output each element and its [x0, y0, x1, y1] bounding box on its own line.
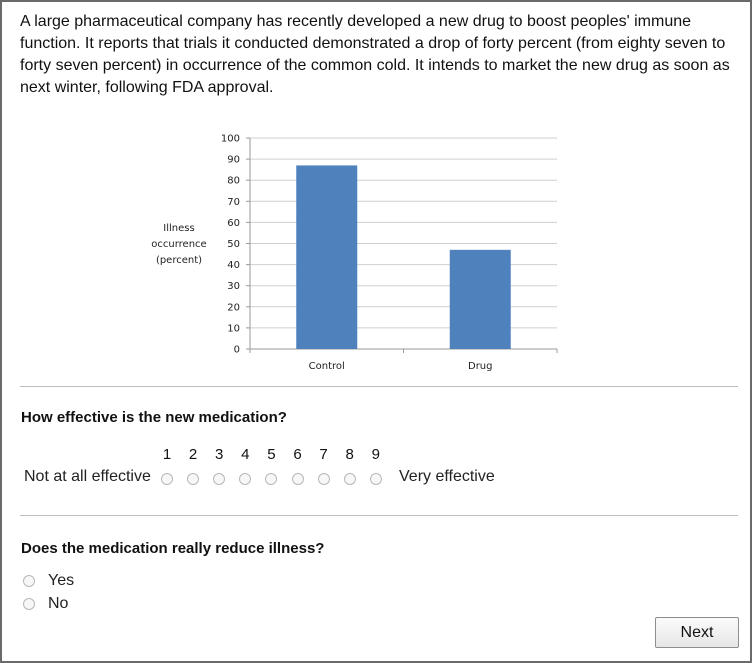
option-yes-label[interactable]: Yes	[48, 572, 75, 589]
y-tick-label-50: 50	[227, 239, 240, 250]
radio-yes[interactable]	[23, 575, 35, 587]
y-tick-label-10: 10	[227, 323, 240, 334]
y-axis-label-line-1: Illness	[163, 223, 194, 234]
x-tick-label-control: Control	[309, 361, 345, 372]
scale-left-label: Not at all effective	[24, 468, 151, 485]
scale-number-2: 2	[188, 446, 198, 463]
scale-number-3: 3	[215, 446, 224, 463]
y-tick-label-40: 40	[227, 260, 240, 271]
scale-number-7: 7	[319, 446, 328, 463]
scale-radio-7[interactable]	[317, 473, 330, 485]
question-reduce-illness: Does the medication really reduce illnes…	[21, 540, 325, 557]
scale-number-1: 1	[162, 446, 172, 463]
scenario-text: A large pharmaceutical company has recen…	[20, 13, 730, 96]
next-button[interactable]: Next	[655, 617, 739, 648]
scale-radio-4[interactable]	[239, 473, 252, 485]
y-tick-label-30: 30	[227, 281, 240, 292]
scale-number-9: 9	[371, 446, 380, 463]
y-axis-label-line-3: (percent)	[156, 255, 202, 266]
scale-radio-8[interactable]	[343, 473, 356, 485]
x-tick-label-drug: Drug	[468, 361, 493, 372]
scale-number-4: 4	[241, 446, 250, 463]
radio-no[interactable]	[23, 598, 35, 610]
scale-radio-6[interactable]	[291, 473, 304, 485]
scale-radio-3[interactable]	[213, 473, 226, 485]
divider-top	[20, 386, 738, 387]
scale-radio-2[interactable]	[187, 473, 200, 485]
bar-chart: 0 10 20 30 40 50 60 70 80 90 100 Control Drug Illness…	[142, 127, 582, 377]
scale-radio-9[interactable]	[369, 473, 382, 485]
option-no-label[interactable]: No	[48, 595, 69, 612]
y-tick-label-0: 0	[234, 345, 240, 356]
y-axis-label-line-2: occurrence	[151, 239, 206, 250]
bar-control	[296, 165, 358, 349]
scale-radio-5[interactable]	[265, 473, 278, 485]
scale-radio-1[interactable]	[161, 473, 173, 485]
question-effectiveness: How effective is the new medication?	[21, 409, 287, 426]
divider-middle	[20, 515, 738, 516]
chart-svg: 0 10 20 30 40 50 60 70 80 90 100 Control Drug Illness…	[151, 134, 558, 372]
scale-number-5: 5	[267, 446, 276, 463]
scale-number-6: 6	[293, 446, 302, 463]
scale-number-8: 8	[345, 446, 354, 463]
y-tick-label-90: 90	[227, 155, 240, 166]
y-tick-label-60: 60	[227, 218, 240, 229]
y-tick-label-20: 20	[227, 302, 240, 313]
y-tick-label-70: 70	[227, 197, 240, 208]
y-tick-label-80: 80	[227, 176, 240, 187]
y-tick-label-100: 100	[221, 134, 240, 145]
scale-right-label: Very effective	[399, 468, 495, 485]
bar-drug	[449, 249, 511, 349]
